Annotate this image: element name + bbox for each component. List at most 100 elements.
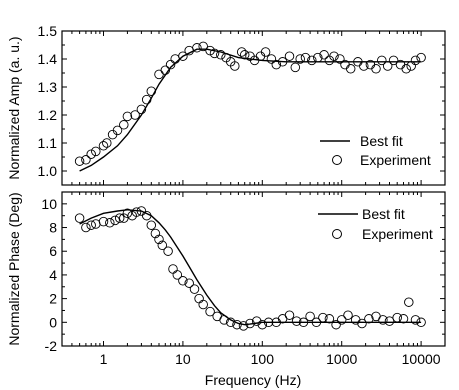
experiment-point (114, 213, 125, 223)
y-tick-label: 4 (49, 267, 57, 283)
experiment-point (364, 314, 374, 324)
experiment-point (136, 206, 147, 216)
experiment-point (300, 52, 311, 63)
y-tick-label: 0 (49, 314, 57, 330)
experiment-point (225, 317, 236, 328)
y-tick-label: 1.0 (38, 163, 58, 179)
x-tick-label: 100 (251, 351, 275, 367)
experiment-point (345, 64, 356, 74)
y-tick-label: 1.4 (38, 51, 58, 67)
experiment-point (313, 52, 323, 63)
experiment-point (239, 50, 250, 60)
experiment-point (131, 207, 142, 217)
amplitude-xticks (61, 31, 446, 185)
experiment-point (290, 62, 301, 73)
amplitude-legend: Best fit Experiment (320, 133, 431, 168)
experiment-point (102, 138, 112, 148)
experiment-point (277, 57, 288, 67)
amplitude-yticks: 1.0 1.1 1.2 1.3 1.4 1.5 (38, 23, 445, 179)
y-tick-label: 10 (41, 196, 57, 212)
amplitude-marks (74, 41, 426, 172)
experiment-point (230, 61, 240, 71)
experiment-point (205, 306, 215, 317)
experiment-point (331, 319, 341, 330)
experiment-point (209, 48, 220, 59)
experiment-point (110, 215, 120, 226)
experiment-point (150, 228, 161, 239)
x-tick-label: 10 (175, 351, 191, 367)
experiment-point (154, 234, 164, 245)
experiment-point (119, 120, 129, 130)
experiment-point (336, 315, 347, 325)
experiment-point (178, 276, 188, 286)
phase-legend: Best fit Experiment (318, 206, 433, 242)
experiment-point (416, 317, 426, 328)
phase-marks (74, 206, 426, 331)
y-tick-label: 6 (49, 243, 57, 259)
y-tick-label: 1.1 (38, 135, 58, 151)
experiment-point (335, 54, 345, 64)
experiment-point (141, 210, 152, 221)
experiment-point (81, 222, 91, 233)
experiment-point (416, 52, 426, 63)
series-line-best-fit (79, 209, 422, 326)
experiment-point (130, 110, 140, 120)
experiment-point (86, 149, 96, 159)
y-tick-label: 8 (49, 220, 57, 236)
experiment-point (98, 141, 109, 151)
legend-marker-experiment (332, 229, 342, 239)
experiment-point (236, 47, 247, 57)
experiment-point (359, 61, 369, 71)
experiment-point (343, 310, 353, 320)
amplitude-plot-frame (61, 30, 446, 186)
experiment-point (266, 54, 277, 64)
experiment-point (119, 213, 129, 223)
experiment-point (163, 246, 173, 256)
experiment-point (392, 312, 402, 323)
experiment-point (398, 314, 409, 324)
experiment-point (382, 61, 393, 71)
experiment-point (165, 59, 176, 70)
experiment-point (160, 65, 171, 75)
experiment-point (298, 317, 309, 328)
phase-plot-frame (61, 191, 446, 347)
experiment-point (74, 213, 85, 223)
phase-yticks: -2 0 2 4 6 8 10 (41, 196, 445, 354)
experiment-point (257, 319, 268, 330)
x-tick-label: 10000 (402, 351, 441, 367)
legend-label-experiment: Experiment (360, 152, 431, 168)
experiment-point (184, 278, 194, 288)
y-tick-label: 1.5 (38, 23, 58, 39)
amplitude-ylabel: Normalized Amp (a. u.) (6, 36, 22, 179)
experiment-point (232, 319, 242, 330)
experiment-point (378, 315, 388, 325)
experiment-point (388, 55, 399, 66)
experiment-point (146, 86, 157, 96)
experiment-point (192, 43, 202, 53)
x-tick-label: 1 (100, 351, 108, 367)
experiment-point (291, 316, 302, 326)
experiment-point (112, 125, 123, 136)
experiment-point (318, 312, 328, 323)
experiment-point (178, 51, 188, 61)
experiment-point (216, 50, 226, 60)
experiment-point (198, 41, 208, 52)
experiment-point (357, 318, 367, 329)
experiment-point (86, 220, 96, 230)
experiment-point (189, 284, 200, 294)
experiment-point (122, 111, 133, 122)
legend-label-best-fit: Best fit (360, 133, 403, 149)
experiment-point (410, 55, 421, 66)
experiment-point (305, 311, 315, 322)
experiment-point (146, 220, 157, 230)
legend-marker-experiment (332, 155, 342, 165)
experiment-point (284, 51, 295, 61)
experiment-point (319, 50, 329, 60)
experiment-point (307, 55, 317, 66)
experiment-point (410, 315, 421, 325)
y-tick-label: 2 (49, 291, 57, 307)
experiment-point (263, 317, 274, 328)
experiment-point (122, 208, 133, 219)
